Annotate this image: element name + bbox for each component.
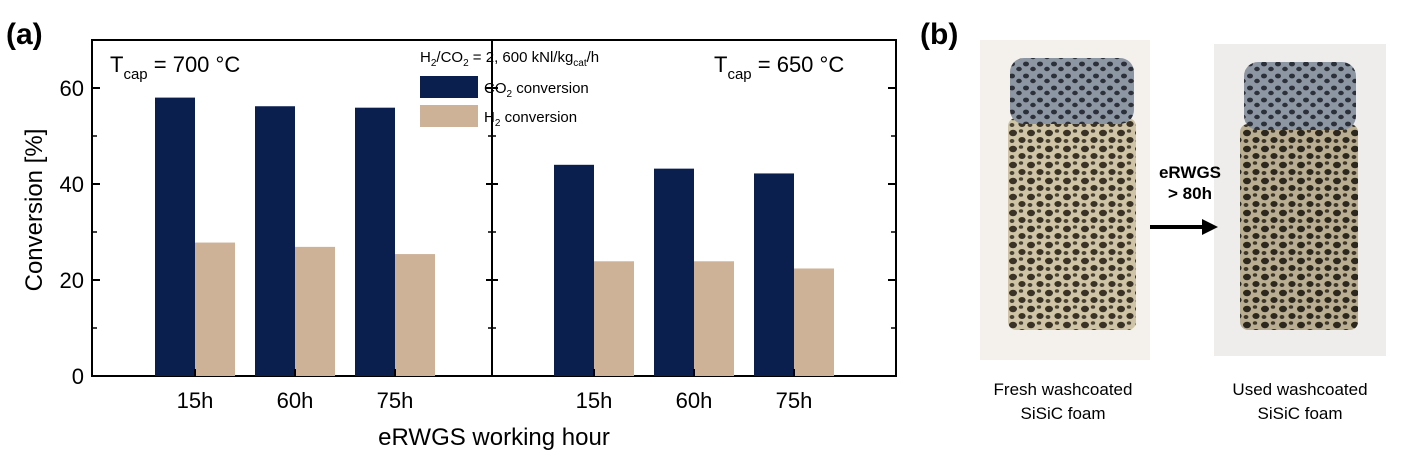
- bar-co2-60h-g1: [255, 106, 295, 377]
- legend: CO2 conversion H2 conversion: [420, 76, 589, 129]
- x-tick-label: 60h: [277, 388, 314, 413]
- condition-label: H2/CO2 = 2, 600 kNl/kgcat/h: [420, 49, 599, 69]
- bar-co2-75h-g1: [355, 107, 395, 377]
- caption-used-line2: SiSiC foam: [1257, 404, 1342, 423]
- x-tick-label: 75h: [377, 388, 414, 413]
- legend-swatch-h2: [420, 105, 478, 127]
- y-axis: 0 20 40 60: [60, 76, 896, 389]
- panel-a-label: (a): [6, 18, 43, 51]
- y-tick-label: 20: [60, 268, 84, 293]
- bar-co2-15h-g1: [155, 97, 195, 376]
- caption-fresh-line2: SiSiC foam: [1020, 404, 1105, 423]
- bar-h2-75h-g2: [794, 268, 834, 376]
- x-tick-label: 75h: [776, 388, 813, 413]
- used-foam-body: [1240, 124, 1358, 330]
- y-tick-label: 0: [72, 364, 84, 389]
- arrow-icon: [1150, 219, 1218, 235]
- y-axis-title: Conversion [%]: [21, 129, 48, 292]
- x-tick-label: 15h: [177, 388, 214, 413]
- bar-h2-60h-g1: [295, 246, 335, 376]
- plot-area: 0 20 40 60 15h 60h 75h 15h 60h 75h: [60, 39, 897, 413]
- y-tick-label: 40: [60, 172, 84, 197]
- x-tick-label: 15h: [576, 388, 613, 413]
- arrow-label-line2: > 80h: [1168, 184, 1212, 203]
- panel-b-label: (b): [920, 18, 958, 51]
- bar-h2-15h-g2: [594, 261, 634, 376]
- temp-label-650: Tcap = 650 °C: [714, 52, 844, 83]
- x-axis-title: eRWGS working hour: [378, 424, 610, 451]
- x-axis: 15h 60h 75h 15h 60h 75h: [177, 369, 813, 413]
- legend-swatch-co2: [420, 76, 478, 98]
- temp-label-700: Tcap = 700 °C: [110, 52, 240, 83]
- arrow-label-line1: eRWGS: [1159, 163, 1221, 182]
- caption-fresh-line1: Fresh washcoated: [994, 380, 1133, 399]
- bar-co2-15h-g2: [554, 164, 594, 376]
- fresh-foam-body: [1008, 118, 1136, 330]
- used-foam-photo: [1214, 44, 1386, 356]
- legend-label-co2: CO2 conversion: [484, 80, 589, 100]
- y-tick-label: 60: [60, 76, 84, 101]
- bar-h2-60h-g2: [694, 261, 734, 376]
- bar-co2-75h-g2: [754, 173, 794, 376]
- bar-h2-75h-g1: [395, 254, 435, 376]
- fresh-foam-photo: [980, 40, 1150, 360]
- fresh-foam-top: [1010, 58, 1134, 124]
- x-tick-label: 60h: [676, 388, 713, 413]
- bar-co2-60h-g2: [654, 168, 694, 376]
- caption-used-line1: Used washcoated: [1232, 380, 1367, 399]
- bars: [155, 97, 834, 377]
- bar-h2-15h-g1: [195, 242, 235, 376]
- legend-label-h2: H2 conversion: [484, 109, 577, 129]
- used-foam-top: [1244, 62, 1356, 130]
